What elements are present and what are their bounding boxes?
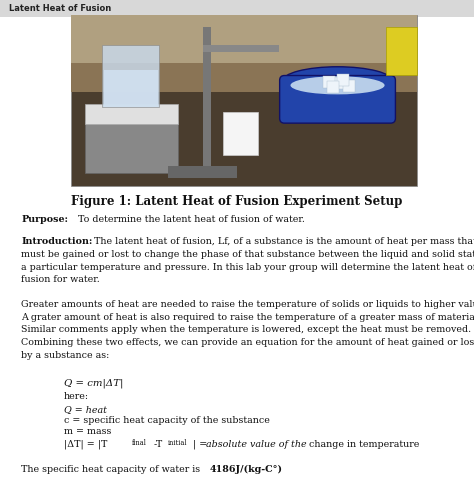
Bar [71, 15, 417, 62]
Text: by a substance as:: by a substance as: [21, 350, 109, 360]
Text: The latent heat of fusion, Lf, of a substance is the amount of heat per mass tha: The latent heat of fusion, Lf, of a subs… [91, 237, 474, 246]
Text: A grater amount of heat is also required to raise the temperature of a greater m: A grater amount of heat is also required… [21, 313, 474, 322]
Text: |ΔT| = |T: |ΔT| = |T [64, 440, 108, 450]
Bar [223, 112, 258, 155]
Bar [85, 121, 178, 173]
Text: Figure 1: Latent Heat of Fusion Experiment Setup: Figure 1: Latent Heat of Fusion Experime… [71, 195, 403, 208]
FancyBboxPatch shape [280, 76, 395, 123]
Text: -T: -T [154, 440, 164, 449]
Bar [386, 27, 417, 75]
Bar [202, 27, 211, 178]
Text: Combining these two effects, we can provide an equation for the amount of heat g: Combining these two effects, we can prov… [21, 338, 474, 347]
Text: change in temperature: change in temperature [306, 440, 419, 449]
Text: final: final [132, 439, 146, 447]
Text: Latent Heat of Fusion: Latent Heat of Fusion [9, 4, 112, 13]
Text: initial: initial [167, 439, 187, 447]
Bar [102, 45, 159, 107]
Text: To determine the latent heat of fusion of water.: To determine the latent heat of fusion o… [72, 215, 305, 224]
Text: Greater amounts of heat are needed to raise the temperature of solids or liquids: Greater amounts of heat are needed to ra… [21, 300, 474, 309]
Text: c = specific heat capacity of the substance: c = specific heat capacity of the substa… [64, 416, 270, 425]
Ellipse shape [291, 76, 384, 94]
Text: a particular temperature and pressure. In this lab your group will determine the: a particular temperature and pressure. I… [21, 262, 474, 272]
Text: Q = heat: Q = heat [64, 405, 107, 414]
Bar [104, 70, 157, 107]
Bar [85, 104, 178, 124]
Bar [71, 15, 417, 92]
Text: Similar comments apply when the temperature is lowered, except the heat must be : Similar comments apply when the temperat… [21, 325, 472, 334]
Text: m = mass: m = mass [64, 427, 111, 437]
Text: here:: here: [64, 392, 89, 401]
Bar [332, 77, 344, 90]
Text: 4186J/(kg-C°): 4186J/(kg-C°) [210, 465, 283, 474]
Text: | =: | = [193, 440, 210, 450]
Text: Q = cm|ΔT|: Q = cm|ΔT| [64, 378, 123, 388]
Bar [328, 81, 339, 93]
Bar [168, 166, 237, 178]
Bar [337, 74, 349, 86]
Text: Purpose:: Purpose: [21, 215, 68, 224]
Bar [0, 0, 474, 17]
Text: must be gained or lost to change the phase of that substance between the liquid : must be gained or lost to change the pha… [21, 250, 474, 259]
Text: Introduction:: Introduction: [21, 237, 93, 246]
Text: fusion for water.: fusion for water. [21, 275, 100, 284]
Ellipse shape [282, 67, 393, 96]
Bar [343, 80, 355, 92]
Text: The specific heat capacity of water is: The specific heat capacity of water is [21, 465, 203, 474]
Bar [323, 76, 335, 88]
Bar [202, 45, 279, 52]
Text: absolute value of the: absolute value of the [206, 440, 307, 449]
Bar [71, 15, 417, 186]
